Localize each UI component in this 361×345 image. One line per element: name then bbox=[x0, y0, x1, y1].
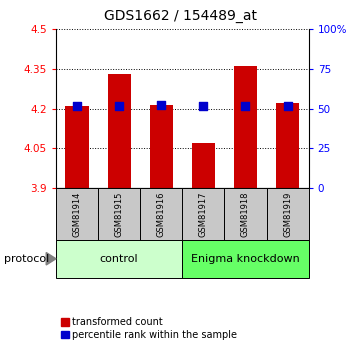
Bar bbox=[192, 143, 215, 188]
Text: GSM81914: GSM81914 bbox=[73, 191, 82, 237]
Point bbox=[200, 103, 206, 108]
Bar bbox=[150, 105, 173, 188]
Text: GDS1662 / 154489_at: GDS1662 / 154489_at bbox=[104, 9, 257, 23]
FancyBboxPatch shape bbox=[56, 188, 98, 240]
Point bbox=[243, 103, 248, 108]
Bar bbox=[234, 66, 257, 188]
Point bbox=[158, 102, 164, 107]
Point bbox=[74, 103, 80, 108]
FancyBboxPatch shape bbox=[56, 240, 182, 278]
Bar bbox=[108, 74, 131, 188]
Text: GSM81915: GSM81915 bbox=[115, 191, 123, 237]
Text: protocol: protocol bbox=[4, 254, 49, 264]
Text: GSM81918: GSM81918 bbox=[241, 191, 250, 237]
FancyBboxPatch shape bbox=[225, 188, 266, 240]
Text: GSM81917: GSM81917 bbox=[199, 191, 208, 237]
Bar bbox=[65, 106, 88, 188]
FancyBboxPatch shape bbox=[266, 188, 309, 240]
FancyBboxPatch shape bbox=[98, 188, 140, 240]
FancyBboxPatch shape bbox=[182, 240, 309, 278]
Point bbox=[116, 103, 122, 108]
Text: control: control bbox=[100, 254, 138, 264]
Bar bbox=[276, 104, 299, 188]
FancyBboxPatch shape bbox=[140, 188, 182, 240]
Text: GSM81916: GSM81916 bbox=[157, 191, 166, 237]
Text: Enigma knockdown: Enigma knockdown bbox=[191, 254, 300, 264]
Legend: transformed count, percentile rank within the sample: transformed count, percentile rank withi… bbox=[61, 317, 238, 340]
Point bbox=[285, 103, 291, 108]
Text: GSM81919: GSM81919 bbox=[283, 191, 292, 237]
FancyBboxPatch shape bbox=[182, 188, 225, 240]
